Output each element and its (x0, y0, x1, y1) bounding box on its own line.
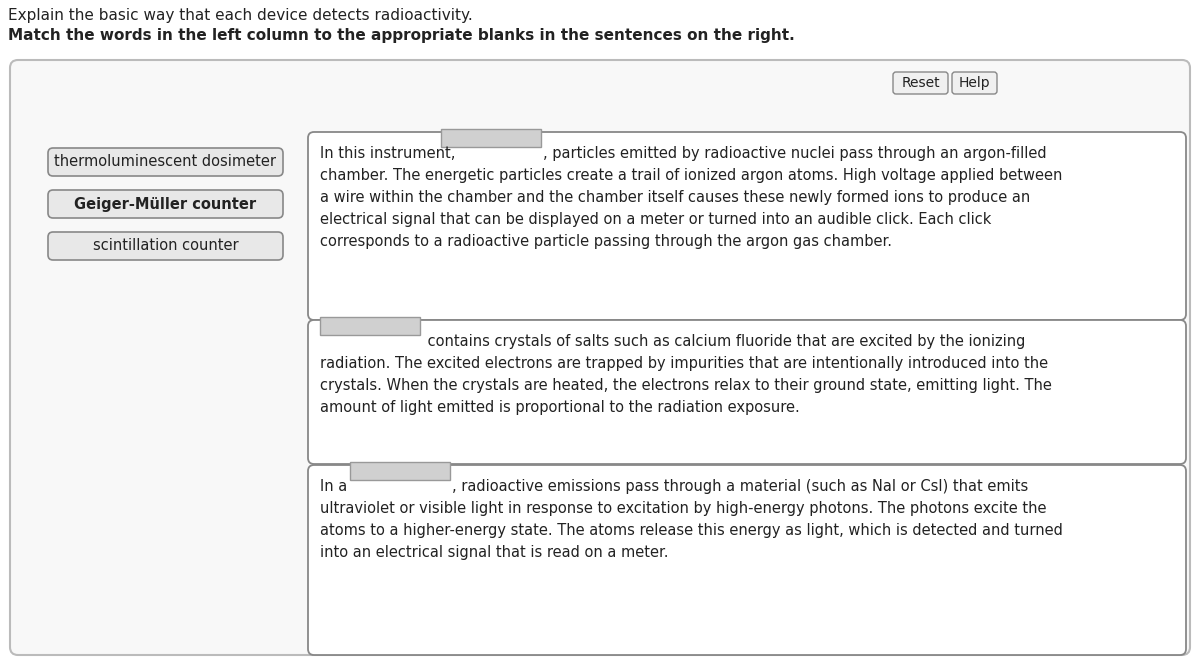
Text: Match the words in the left column to the appropriate blanks in the sentences on: Match the words in the left column to th… (8, 28, 794, 43)
Text: In this instrument,: In this instrument, (320, 146, 460, 161)
Bar (442, 129, 541, 147)
Text: Explain the basic way that each device detects radioactivity.: Explain the basic way that each device d… (8, 8, 473, 23)
FancyBboxPatch shape (893, 72, 948, 94)
FancyBboxPatch shape (308, 132, 1186, 320)
Text: amount of light emitted is proportional to the radiation exposure.: amount of light emitted is proportional … (320, 400, 799, 415)
Text: scintillation counter: scintillation counter (92, 239, 239, 253)
Text: corresponds to a radioactive particle passing through the argon gas chamber.: corresponds to a radioactive particle pa… (320, 234, 892, 249)
FancyBboxPatch shape (308, 320, 1186, 464)
Bar (350, 462, 450, 480)
Text: Help: Help (959, 76, 990, 90)
Text: contains crystals of salts such as calcium fluoride that are excited by the ioni: contains crystals of salts such as calci… (424, 334, 1025, 349)
Text: electrical signal that can be displayed on a meter or turned into an audible cli: electrical signal that can be displayed … (320, 212, 991, 227)
FancyBboxPatch shape (952, 72, 997, 94)
Text: chamber. The energetic particles create a trail of ionized argon atoms. High vol: chamber. The energetic particles create … (320, 168, 1062, 183)
Text: Reset: Reset (901, 76, 940, 90)
FancyBboxPatch shape (48, 148, 283, 176)
Text: thermoluminescent dosimeter: thermoluminescent dosimeter (54, 154, 276, 170)
Text: In a: In a (320, 479, 352, 494)
Bar (320, 317, 420, 335)
FancyBboxPatch shape (10, 60, 1190, 655)
Text: crystals. When the crystals are heated, the electrons relax to their ground stat: crystals. When the crystals are heated, … (320, 378, 1052, 393)
FancyBboxPatch shape (48, 190, 283, 218)
Text: Geiger-Müller counter: Geiger-Müller counter (74, 196, 257, 211)
FancyBboxPatch shape (308, 465, 1186, 655)
Text: radiation. The excited electrons are trapped by impurities that are intentionall: radiation. The excited electrons are tra… (320, 356, 1048, 371)
Text: atoms to a higher-energy state. The atoms release this energy as light, which is: atoms to a higher-energy state. The atom… (320, 523, 1063, 538)
Text: ultraviolet or visible light in response to excitation by high-energy photons. T: ultraviolet or visible light in response… (320, 501, 1046, 516)
Text: into an electrical signal that is read on a meter.: into an electrical signal that is read o… (320, 545, 668, 560)
Text: , particles emitted by radioactive nuclei pass through an argon-filled: , particles emitted by radioactive nucle… (542, 146, 1046, 161)
Text: , radioactive emissions pass through a material (such as NaI or CsI) that emits: , radioactive emissions pass through a m… (452, 479, 1028, 494)
Text: a wire within the chamber and the chamber itself causes these newly formed ions : a wire within the chamber and the chambe… (320, 190, 1031, 205)
FancyBboxPatch shape (48, 232, 283, 260)
